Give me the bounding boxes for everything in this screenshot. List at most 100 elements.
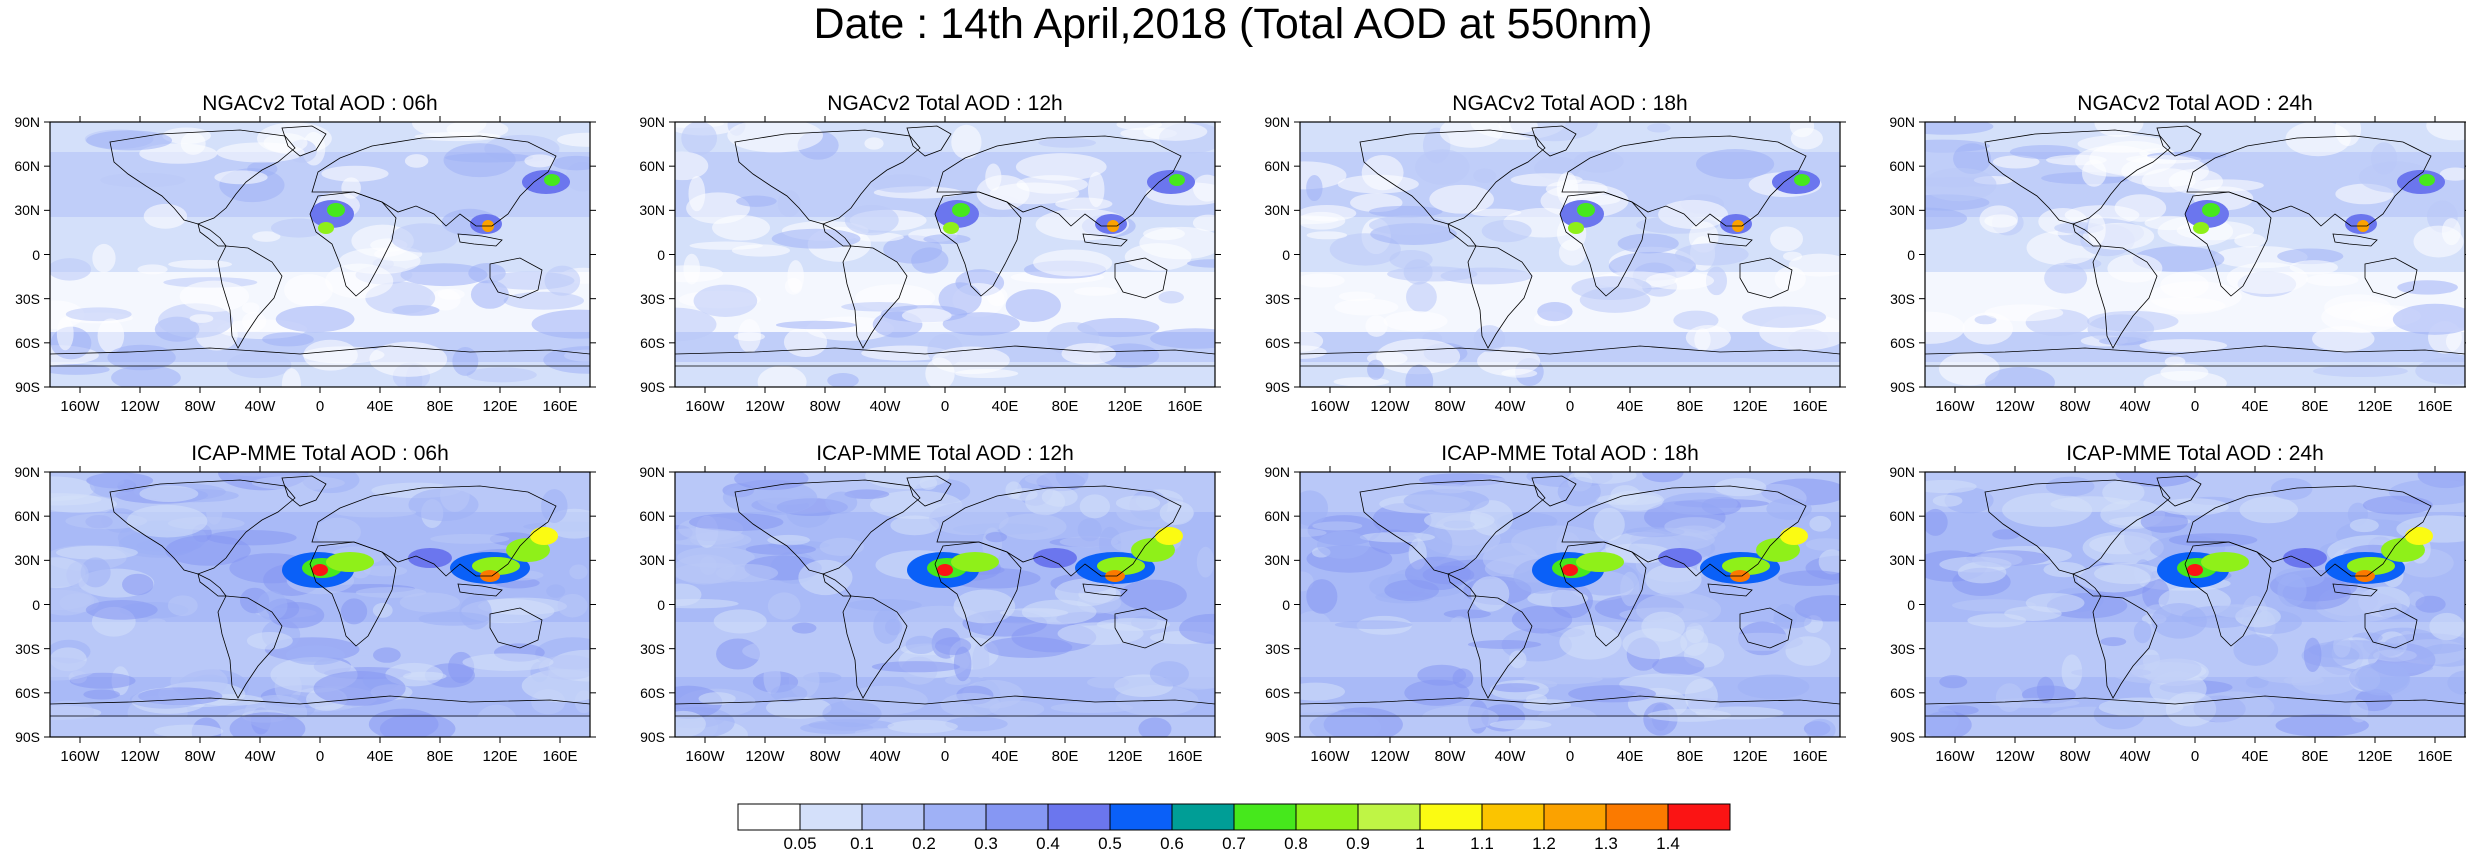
lon-tick-label: 120E [482, 748, 518, 765]
map-panel [1919, 116, 2466, 393]
lon-tick-label: 0 [315, 398, 325, 415]
lon-tick-label: 40E [1616, 398, 1644, 415]
lat-tick-label: 0 [32, 246, 40, 263]
lon-tick-label: 160E [1792, 748, 1828, 765]
panel-title: NGACv2 Total AOD : 24h [2077, 92, 2313, 115]
lon-tick-label: 120E [1107, 748, 1143, 765]
colorbar-label: 1.3 [1594, 834, 1618, 853]
panel-title: NGACv2 Total AOD : 06h [202, 92, 438, 115]
lat-tick-label: 30S [640, 640, 665, 657]
lat-tick-label: 60N [1889, 158, 1915, 175]
lat-tick-label: 0 [657, 246, 665, 263]
colorbar-label: 0.5 [1098, 834, 1122, 853]
colorbar-swatch [923, 803, 987, 831]
lon-tick-label: 0 [2190, 398, 2200, 415]
lat-tick-label: 60N [1264, 508, 1290, 525]
lon-tick-label: 80W [2059, 398, 2091, 415]
lon-tick-label: 120E [1732, 748, 1768, 765]
lon-tick-label: 40E [1616, 748, 1644, 765]
colorbar-label: 0.7 [1222, 834, 1246, 853]
lon-tick-label: 80E [1051, 748, 1079, 765]
lon-tick-label: 40E [366, 748, 394, 765]
lon-tick-label: 160W [685, 398, 725, 415]
map-panel [1919, 466, 2466, 743]
lon-tick-label: 160W [60, 748, 100, 765]
colorbar-swatch [1109, 803, 1173, 831]
lon-tick-label: 80W [809, 398, 841, 415]
lon-tick-label: 120W [120, 398, 160, 415]
lon-tick-label: 0 [1565, 748, 1575, 765]
lon-tick-label: 0 [940, 398, 950, 415]
lon-tick-label: 40W [1494, 398, 1526, 415]
lat-tick-label: 60S [1265, 334, 1290, 351]
colorbar-label: 0.6 [1160, 834, 1184, 853]
panel-title: NGACv2 Total AOD : 12h [827, 92, 1063, 115]
lon-tick-label: 40W [1494, 748, 1526, 765]
lon-tick-label: 40E [991, 748, 1019, 765]
colorbar-swatch [1047, 803, 1111, 831]
lat-tick-label: 30S [15, 290, 40, 307]
lat-tick-label: 60S [1890, 334, 1915, 351]
lat-tick-label: 90S [1265, 379, 1290, 395]
colorbar-swatch [1419, 803, 1483, 831]
lat-tick-label: 60N [639, 158, 665, 175]
lat-tick-label: 90S [15, 729, 40, 745]
lat-tick-label: 0 [1282, 246, 1290, 263]
colorbar-label: 1.4 [1656, 834, 1680, 853]
lat-tick-label: 30N [639, 552, 665, 569]
map-panel [669, 466, 1221, 743]
lon-tick-label: 120E [2357, 398, 2393, 415]
lat-tick-label: 30N [1889, 552, 1915, 569]
lon-tick-label: 160E [1167, 398, 1203, 415]
lat-tick-label: 30N [14, 552, 40, 569]
colorbar-label: 0.1 [850, 834, 874, 853]
lon-tick-label: 80W [184, 398, 216, 415]
lon-tick-label: 160E [1167, 748, 1203, 765]
lat-tick-label: 60S [15, 334, 40, 351]
lon-tick-label: 80E [426, 398, 454, 415]
lon-tick-label: 40W [2119, 748, 2151, 765]
colorbar-swatch [1605, 803, 1669, 831]
lat-tick-label: 60S [1265, 684, 1290, 701]
lon-tick-label: 80W [1434, 398, 1466, 415]
lon-tick-label: 40W [869, 748, 901, 765]
lat-tick-label: 30N [1264, 202, 1290, 219]
colorbar-label: 0.3 [974, 834, 998, 853]
lon-tick-label: 160W [1935, 398, 1975, 415]
lon-tick-label: 0 [940, 748, 950, 765]
lat-tick-label: 0 [32, 596, 40, 613]
lat-tick-label: 60S [640, 684, 665, 701]
lat-tick-label: 90N [1264, 464, 1290, 480]
lon-tick-label: 160E [2417, 398, 2453, 415]
colorbar-label: 0.05 [783, 834, 817, 853]
lat-tick-label: 60S [1890, 684, 1915, 701]
colorbar-label: 0.4 [1036, 834, 1060, 853]
panel-title: NGACv2 Total AOD : 18h [1452, 92, 1688, 115]
lat-tick-label: 90N [14, 114, 40, 130]
lon-tick-label: 80E [1676, 398, 1704, 415]
colorbar-label: 0.8 [1284, 834, 1308, 853]
colorbar-label: 0.2 [912, 834, 936, 853]
lat-tick-label: 60N [639, 508, 665, 525]
colorbar-swatch [1171, 803, 1235, 831]
lat-tick-label: 60N [14, 508, 40, 525]
lon-tick-label: 0 [315, 748, 325, 765]
lon-tick-label: 160W [1310, 398, 1350, 415]
colorbar-label: 1.2 [1532, 834, 1556, 853]
lon-tick-label: 120E [482, 398, 518, 415]
panel-title: ICAP-MME Total AOD : 24h [2066, 442, 2324, 465]
lat-tick-label: 60S [640, 334, 665, 351]
lat-tick-label: 90N [1889, 464, 1915, 480]
lon-tick-label: 80W [184, 748, 216, 765]
lat-tick-label: 90N [639, 464, 665, 480]
colorbar-swatch [799, 803, 863, 831]
lat-tick-label: 90N [639, 114, 665, 130]
lon-tick-label: 120E [2357, 748, 2393, 765]
lon-tick-label: 80W [1434, 748, 1466, 765]
lon-tick-label: 80E [1051, 398, 1079, 415]
lat-tick-label: 90S [1890, 729, 1915, 745]
lon-tick-label: 80W [809, 748, 841, 765]
lat-tick-label: 0 [657, 596, 665, 613]
panel-title: ICAP-MME Total AOD : 12h [816, 442, 1074, 465]
lat-tick-label: 90S [15, 379, 40, 395]
